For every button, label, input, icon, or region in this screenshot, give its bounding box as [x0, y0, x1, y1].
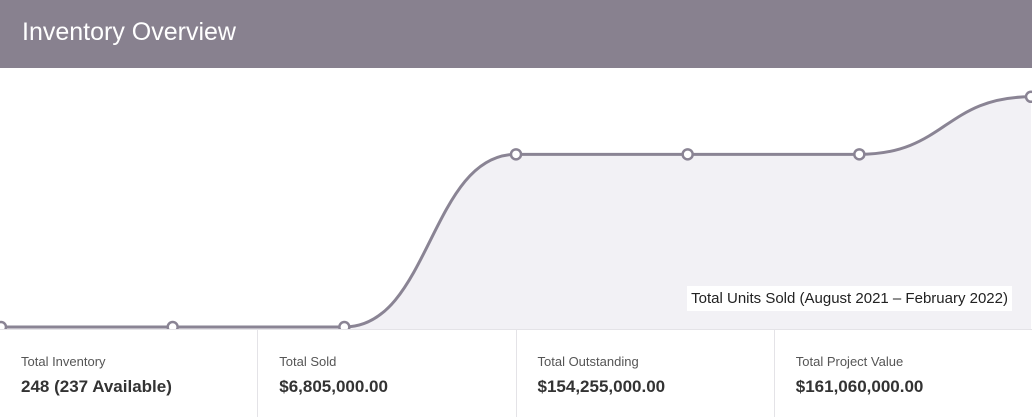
- point: [509, 148, 523, 161]
- point: [853, 148, 866, 161]
- stat-card: Total Sold $6,805,000.00: [258, 330, 517, 417]
- stat-card: Total Outstanding $154,255,000.00: [517, 330, 775, 417]
- stat-label: Total Project Value: [795, 354, 904, 369]
- chart: [0, 90, 1032, 329]
- stat-card: Total Inventory 248 (237 Available): [0, 330, 259, 417]
- point: [1024, 90, 1032, 104]
- point: [166, 320, 179, 329]
- stat-label: Total Outstanding: [537, 354, 639, 369]
- stat-value: $154,255,000.00: [537, 377, 666, 396]
- stat-label: Total Inventory: [21, 354, 106, 369]
- stat-label: Total Sold: [279, 354, 337, 369]
- stat-card: Total Project Value $161,060,000.00: [775, 330, 1032, 417]
- stats-row: Total Inventory 248 (237 Available) Total …: [0, 329, 1032, 417]
- point: [0, 320, 8, 329]
- stat-value: 248 (237 Available): [21, 377, 172, 396]
- header-title: Inventory Overview: [22, 18, 236, 46]
- point: [338, 320, 351, 329]
- chart-title: Total Units Sold (August 2021 – February…: [687, 286, 1012, 311]
- header: Inventory Overview: [0, 0, 1032, 68]
- point: [681, 148, 694, 161]
- stat-value: $161,060,000.00: [795, 377, 924, 396]
- stat-value: $6,805,000.00: [279, 377, 388, 396]
